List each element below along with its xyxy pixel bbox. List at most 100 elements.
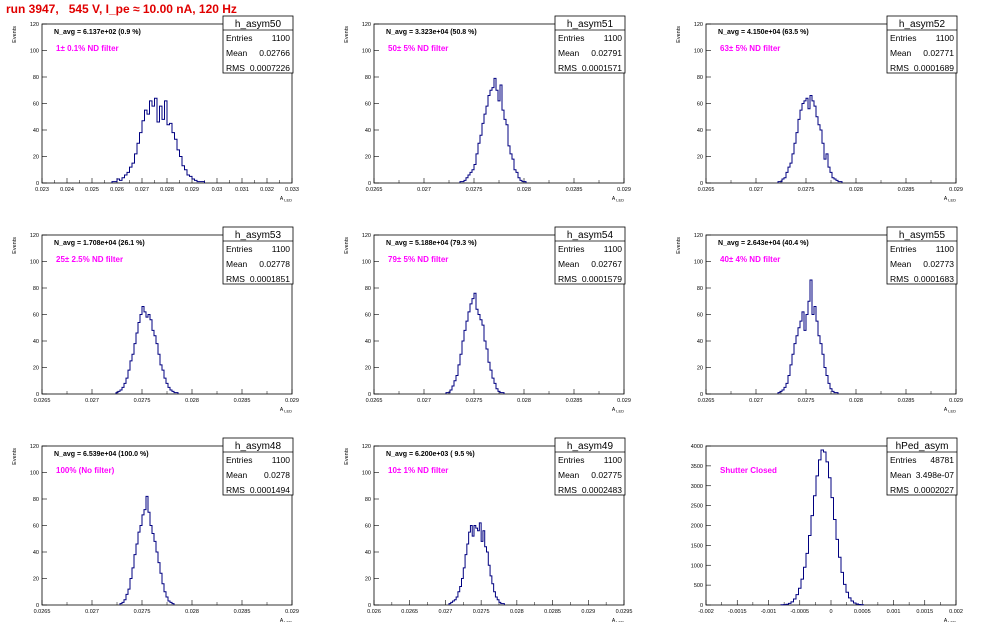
y-tick-label: 40 xyxy=(697,339,703,345)
histogram-bin xyxy=(800,110,802,183)
histogram-outline xyxy=(111,97,205,183)
x-tick-label: 0.026 xyxy=(110,187,124,193)
stat-label-mean: Mean xyxy=(890,470,912,480)
histogram-bin xyxy=(152,533,154,605)
y-tick-label: 20 xyxy=(697,155,703,161)
x-tick-label: 0.001 xyxy=(887,609,901,615)
histogram-bin xyxy=(502,110,504,183)
histogram-name: h_asym50 xyxy=(235,19,282,30)
y-tick-label: 60 xyxy=(33,524,39,530)
filter-annotation: 63± 5% ND filter xyxy=(720,44,780,53)
histogram-bin xyxy=(157,122,160,183)
stat-value-mean: 3.498e-07 xyxy=(916,470,955,480)
histogram-name: h_asym53 xyxy=(235,230,282,241)
x-tick-label: 0.002 xyxy=(949,609,963,615)
stat-value-mean: 0.02771 xyxy=(923,48,954,58)
x-tick-label: 0.029 xyxy=(949,187,963,193)
x-tick-label: 0.028 xyxy=(160,187,174,193)
stat-label-mean: Mean xyxy=(226,470,248,480)
stat-label-mean: Mean xyxy=(890,48,912,58)
filter-annotation: 1± 0.1% ND filter xyxy=(56,44,119,53)
histogram-bin xyxy=(152,106,155,183)
x-tick-label: -0.001 xyxy=(761,609,777,615)
navg-label: N_avg = 1.708e+04 (26.1 %) xyxy=(54,240,145,247)
stat-label-mean: Mean xyxy=(558,48,580,58)
stats-box-frame xyxy=(554,226,626,285)
stat-label-entries: Entries xyxy=(558,33,584,43)
histogram-bin xyxy=(478,531,480,605)
y-tick-label: 100 xyxy=(30,471,39,477)
histogram-bin xyxy=(474,526,476,606)
histogram-bin xyxy=(162,119,165,183)
x-tick-label: 0.028 xyxy=(517,398,531,404)
x-tick-label: 0.029 xyxy=(285,398,299,404)
navg-label: N_avg = 4.150e+04 (63.5 %) xyxy=(718,29,809,36)
histogram-bin xyxy=(142,307,144,394)
histogram-name: h_asym52 xyxy=(899,19,946,30)
y-tick-label: 1500 xyxy=(691,543,703,549)
stats-box: h_asym53 Entries 1100 Mean 0.02778 RMS 0.00018… xyxy=(222,226,294,285)
x-tick-label: 0.027 xyxy=(417,187,431,193)
stats-box-frame xyxy=(222,15,294,74)
x-tick-label: 0.029 xyxy=(949,398,963,404)
x-tick-label: 0.0265 xyxy=(401,609,418,615)
x-tick-label: 0 xyxy=(829,609,832,615)
histogram-bin xyxy=(485,547,487,605)
y-tick-label: 0 xyxy=(368,181,371,187)
stat-value-mean: 0.02767 xyxy=(591,259,622,269)
stat-label-entries: Entries xyxy=(558,455,584,465)
stat-value-rms: 0.0002027 xyxy=(914,485,954,495)
histogram-panel-h_asym55: 0.0265 0.027 0.0275 0.028 0.0285 0.029 0 20 40 60… xyxy=(676,226,963,414)
x-tick-label: 0.027 xyxy=(135,187,149,193)
x-tick-label: 0.029 xyxy=(185,187,199,193)
histogram-bin xyxy=(808,301,810,394)
y-tick-label: 100 xyxy=(694,260,703,266)
navg-label: N_avg = 6.137e+02 (0.9 %) xyxy=(54,29,141,36)
x-tick-label: 0.029 xyxy=(617,187,631,193)
x-tick-label: 0.029 xyxy=(617,398,631,404)
y-tick-label: 120 xyxy=(30,22,39,28)
histogram-bin xyxy=(804,101,806,183)
y-tick-label: 60 xyxy=(697,102,703,108)
y-tick-label: 80 xyxy=(697,286,703,292)
stat-label-mean: Mean xyxy=(558,259,580,269)
histogram-bin xyxy=(494,78,496,183)
histogram-bin xyxy=(808,109,810,183)
stat-value-rms: 0.0001683 xyxy=(914,274,954,284)
histogram-bin xyxy=(812,101,814,183)
y-tick-label: 3500 xyxy=(691,464,703,470)
y-tick-label: 120 xyxy=(362,22,371,28)
x-axis-title: ALED xyxy=(280,618,292,622)
x-tick-label: -0.0015 xyxy=(728,609,747,615)
x-tick-label: 0.0275 xyxy=(473,609,490,615)
y-tick-label: 4000 xyxy=(691,444,703,450)
stat-value-rms: 0.0001689 xyxy=(914,63,954,73)
histogram-outline xyxy=(459,77,527,183)
histogram-bin xyxy=(468,312,470,394)
x-tick-label: 0.027 xyxy=(439,609,453,615)
histogram-bin xyxy=(818,336,820,394)
stat-label-rms: RMS xyxy=(890,63,909,73)
histogram-bin xyxy=(476,528,478,605)
stat-value-rms: 0.0001579 xyxy=(582,274,622,284)
histogram-name: h_asym51 xyxy=(567,19,614,30)
y-tick-label: 40 xyxy=(33,550,39,556)
x-tick-label: 0.028 xyxy=(517,187,531,193)
x-tick-label: 0.0265 xyxy=(698,187,715,193)
stat-value-rms: 0.0001851 xyxy=(250,274,290,284)
x-tick-label: 0.025 xyxy=(85,187,99,193)
histogram-bin xyxy=(498,101,500,183)
stat-label-mean: Mean xyxy=(558,470,580,480)
y-tick-label: 100 xyxy=(362,49,371,55)
histogram-bin xyxy=(819,460,822,605)
histogram-outline xyxy=(119,495,175,605)
x-tick-label: 0.027 xyxy=(417,398,431,404)
histogram-bin xyxy=(478,315,480,395)
y-tick-label: 0 xyxy=(700,392,703,398)
stats-box-frame xyxy=(886,226,958,285)
histogram-bin xyxy=(144,312,146,394)
y-tick-label: 0 xyxy=(700,181,703,187)
histogram-panel-h_asym48: 0.0265 0.027 0.0275 0.028 0.0285 0.029 0 20 40 60… xyxy=(12,437,299,622)
stat-label-rms: RMS xyxy=(558,63,577,73)
histogram-bin xyxy=(484,114,486,183)
